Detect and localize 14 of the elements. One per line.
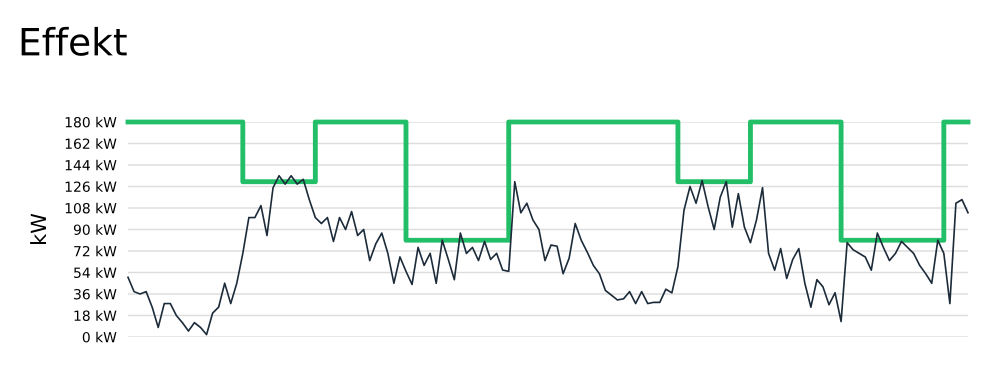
y-tick-label: 126 kW xyxy=(66,181,116,192)
y-tick-label: 144 kW xyxy=(66,160,116,170)
y-tick-label: 0 kW xyxy=(82,332,116,342)
y-tick-label: 18 kW xyxy=(74,310,116,321)
chart-title: Effekt xyxy=(22,26,127,56)
y-tick-label: 54 kW xyxy=(74,267,116,278)
y-tick-label: 108 kW xyxy=(66,202,116,214)
line-series xyxy=(127,174,969,336)
y-tick-label: 36 kW xyxy=(74,288,116,300)
y-tick-label: 72 kW xyxy=(74,246,116,256)
y-tick-label: 90 kW xyxy=(74,224,116,235)
y-tick-label: 162 kW xyxy=(66,138,116,149)
y-tick-label: 180 kW xyxy=(66,116,116,128)
y-axis-title: kW xyxy=(30,214,46,244)
